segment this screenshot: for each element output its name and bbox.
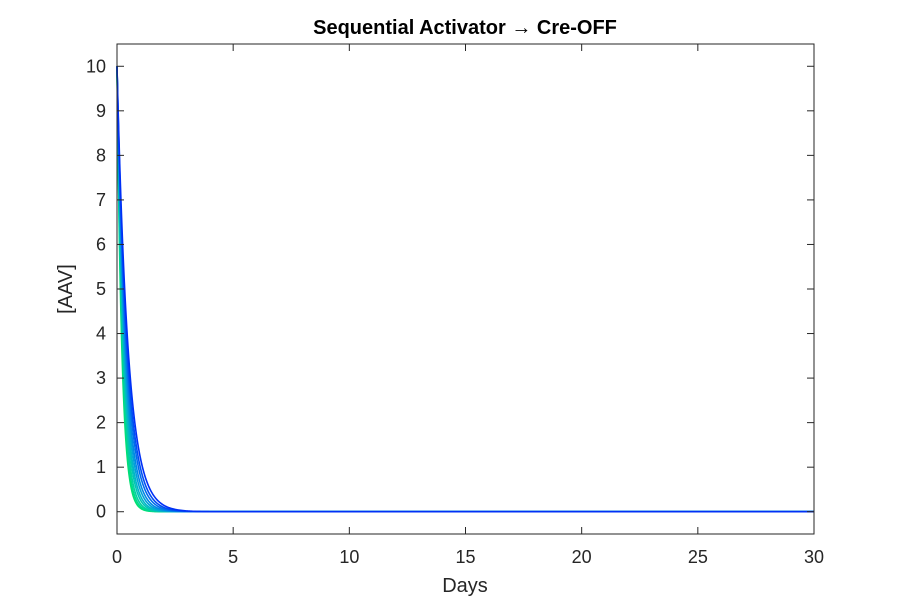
chart-title: Sequential Activator → Cre-OFF [313, 17, 617, 39]
y-tick-label: 10 [86, 56, 106, 76]
x-tick-label: 20 [572, 547, 592, 567]
x-tick-label: 5 [228, 547, 238, 567]
plot-area [117, 44, 814, 534]
y-tick-label: 0 [96, 502, 106, 522]
x-tick-label: 30 [804, 547, 824, 567]
series-layer [116, 66, 814, 513]
x-tick-label: 25 [688, 547, 708, 567]
series-line-10 [116, 66, 814, 513]
x-tick-label: 15 [455, 547, 475, 567]
y-tick-label: 6 [96, 234, 106, 254]
x-axis-label: Days [442, 575, 488, 597]
y-tick-label: 2 [96, 413, 106, 433]
x-tick-label: 10 [339, 547, 359, 567]
y-tick-label: 5 [96, 279, 106, 299]
y-tick-label: 1 [96, 457, 106, 477]
y-tick-label: 3 [96, 368, 106, 388]
y-axis-label: [AAV] [55, 264, 77, 314]
y-tick-label: 4 [96, 324, 106, 344]
y-tick-label: 9 [96, 101, 106, 121]
y-tick-label: 8 [96, 145, 106, 165]
y-tick-label: 7 [96, 190, 106, 210]
x-tick-label: 0 [112, 547, 122, 567]
ticks-layer: 0 5 10 15 20 25 30 0 1 2 3 4 5 6 7 8 9 10 [86, 44, 824, 567]
